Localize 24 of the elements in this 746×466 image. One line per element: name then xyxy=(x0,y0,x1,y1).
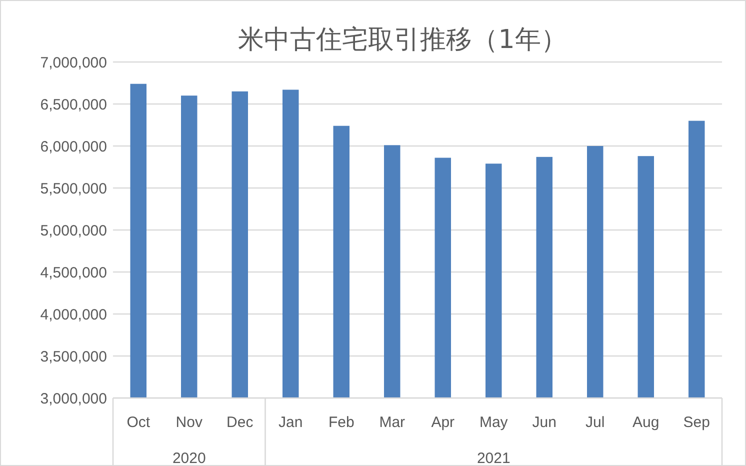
y-tick-label: 5,500,000 xyxy=(40,180,107,198)
x-tick-label: Jul xyxy=(586,414,605,431)
x-tick-label: Oct xyxy=(126,414,151,431)
x-tick-label: Jun xyxy=(532,414,556,431)
x-tick-label: Aug xyxy=(632,414,660,431)
x-tick-label: Apr xyxy=(431,414,455,431)
chart-title: 米中古住宅取引推移（1年） xyxy=(238,25,567,55)
x-tick-label: Jan xyxy=(278,414,303,431)
y-tick-label: 3,500,000 xyxy=(40,348,107,366)
y-tick-label: 5,000,000 xyxy=(40,222,107,240)
y-tick-label: 3,000,000 xyxy=(40,390,107,408)
y-tick-label: 7,000,000 xyxy=(40,54,107,72)
x-tick-label: Dec xyxy=(226,414,254,431)
x-tick-label: May xyxy=(479,414,508,431)
x-tick-label: Sep xyxy=(683,414,710,431)
x-tick-label: Mar xyxy=(379,414,406,431)
y-tick-label: 4,500,000 xyxy=(40,264,107,282)
x-tick-label: Feb xyxy=(328,414,354,431)
text: 2020 xyxy=(172,450,206,466)
y-tick-label: 6,500,000 xyxy=(40,96,107,114)
y-tick-label: 6,000,000 xyxy=(40,138,107,156)
text: 2021 xyxy=(476,450,510,466)
y-tick-label: 4,000,000 xyxy=(40,306,107,324)
x-tick-label: Nov xyxy=(176,414,203,431)
